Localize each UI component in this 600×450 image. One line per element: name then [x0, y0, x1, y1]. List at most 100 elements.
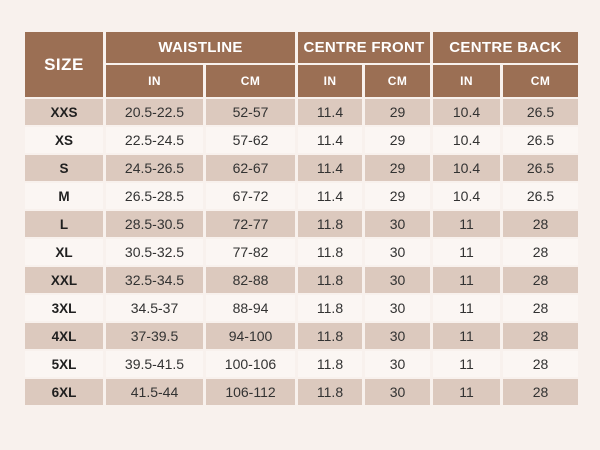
centre-front-in-value: 11.8	[295, 377, 365, 407]
centre-front-cm-value: 29	[361, 125, 434, 155]
centre-front-cm-value: 30	[361, 209, 434, 239]
centre-back-cm-value: 26.5	[500, 97, 582, 127]
waistline-cm-value: 72-77	[203, 209, 298, 239]
centre-back-in-value: 11	[430, 377, 504, 407]
unit-header-waistline-cm: CM	[203, 63, 298, 99]
table-body: XXS 20.5-22.5 52-57 11.4 29 10.4 26.5 XS…	[22, 97, 582, 407]
waistline-cm-value: 94-100	[203, 321, 298, 351]
centre-front-cm-value: 30	[361, 237, 434, 267]
waistline-cm-value: 88-94	[203, 293, 298, 323]
centre-front-cm-value: 30	[361, 265, 434, 295]
centre-front-cm-value: 30	[361, 349, 434, 379]
table-header: SIZE WAISTLINE CENTRE FRONT CENTRE BACK …	[22, 30, 582, 99]
waistline-in-value: 37-39.5	[103, 321, 206, 351]
waistline-cm-value: 67-72	[203, 181, 298, 211]
centre-back-cm-value: 28	[500, 321, 582, 351]
waistline-cm-value: 82-88	[203, 265, 298, 295]
centre-back-cm-value: 26.5	[500, 125, 582, 155]
size-label: 3XL	[22, 293, 106, 323]
size-label: XXL	[22, 265, 106, 295]
size-label: XXS	[22, 97, 106, 127]
centre-back-in-value: 11	[430, 321, 504, 351]
waistline-cm-value: 57-62	[203, 125, 298, 155]
size-label: M	[22, 181, 106, 211]
waistline-cm-value: 77-82	[203, 237, 298, 267]
size-label: XS	[22, 125, 106, 155]
centre-back-cm-value: 28	[500, 265, 582, 295]
header-row-units: IN CM IN CM IN CM	[24, 63, 582, 99]
centre-back-cm-value: 26.5	[500, 153, 582, 183]
centre-front-in-value: 11.4	[295, 153, 365, 183]
centre-back-in-value: 10.4	[430, 153, 504, 183]
centre-front-in-value: 11.8	[295, 321, 365, 351]
waistline-in-value: 41.5-44	[103, 377, 206, 407]
waistline-in-value: 22.5-24.5	[103, 125, 206, 155]
centre-back-cm-value: 28	[500, 349, 582, 379]
size-chart-table: SIZE WAISTLINE CENTRE FRONT CENTRE BACK …	[22, 30, 582, 407]
unit-header-waistline-in: IN	[103, 63, 206, 99]
centre-front-cm-value: 30	[361, 293, 434, 323]
centre-front-cm-value: 30	[361, 321, 434, 351]
table-row: XL 30.5-32.5 77-82 11.8 30 11 28	[22, 237, 582, 267]
centre-back-in-value: 11	[430, 209, 504, 239]
centre-front-in-value: 11.8	[295, 209, 365, 239]
table-row: 6XL 41.5-44 106-112 11.8 30 11 28	[22, 377, 582, 407]
unit-header-centre-back-in: IN	[430, 63, 504, 99]
centre-back-cm-value: 28	[500, 209, 582, 239]
size-label: 4XL	[22, 321, 106, 351]
centre-back-cm-value: 28	[500, 237, 582, 267]
table-row: XXS 20.5-22.5 52-57 11.4 29 10.4 26.5	[22, 97, 582, 127]
size-chart: SIZE WAISTLINE CENTRE FRONT CENTRE BACK …	[22, 30, 582, 407]
table-row: 3XL 34.5-37 88-94 11.8 30 11 28	[22, 293, 582, 323]
waistline-in-value: 26.5-28.5	[103, 181, 206, 211]
centre-back-in-value: 11	[430, 293, 504, 323]
centre-front-in-value: 11.8	[295, 237, 365, 267]
centre-front-cm-value: 29	[361, 153, 434, 183]
size-label: S	[22, 153, 106, 183]
centre-back-in-value: 11	[430, 265, 504, 295]
col-header-centre-front: CENTRE FRONT	[294, 30, 434, 65]
waistline-cm-value: 100-106	[203, 349, 298, 379]
centre-front-in-value: 11.8	[295, 265, 365, 295]
centre-back-in-value: 10.4	[430, 125, 504, 155]
waistline-cm-value: 52-57	[203, 97, 298, 127]
waistline-in-value: 20.5-22.5	[103, 97, 206, 127]
centre-front-in-value: 11.8	[295, 293, 365, 323]
table-row: XS 22.5-24.5 57-62 11.4 29 10.4 26.5	[22, 125, 582, 155]
size-label: XL	[22, 237, 106, 267]
centre-front-in-value: 11.8	[295, 349, 365, 379]
centre-front-in-value: 11.4	[295, 125, 365, 155]
waistline-in-value: 34.5-37	[103, 293, 206, 323]
centre-back-cm-value: 28	[500, 293, 582, 323]
centre-front-in-value: 11.4	[295, 97, 365, 127]
table-row: S 24.5-26.5 62-67 11.4 29 10.4 26.5	[22, 153, 582, 183]
centre-back-in-value: 10.4	[430, 181, 504, 211]
table-row: M 26.5-28.5 67-72 11.4 29 10.4 26.5	[22, 181, 582, 211]
waistline-in-value: 30.5-32.5	[103, 237, 206, 267]
centre-front-cm-value: 29	[361, 181, 434, 211]
centre-back-in-value: 11	[430, 349, 504, 379]
waistline-in-value: 39.5-41.5	[103, 349, 206, 379]
waistline-cm-value: 62-67	[203, 153, 298, 183]
table-row: L 28.5-30.5 72-77 11.8 30 11 28	[22, 209, 582, 239]
centre-back-cm-value: 28	[500, 377, 582, 407]
header-row-groups: SIZE WAISTLINE CENTRE FRONT CENTRE BACK	[22, 30, 582, 99]
centre-back-cm-value: 26.5	[500, 181, 582, 211]
centre-front-in-value: 11.4	[295, 181, 365, 211]
waistline-in-value: 28.5-30.5	[103, 209, 206, 239]
unit-header-centre-front-in: IN	[295, 63, 365, 99]
centre-back-in-value: 10.4	[430, 97, 504, 127]
col-header-waistline: WAISTLINE	[103, 30, 298, 65]
waistline-in-value: 32.5-34.5	[103, 265, 206, 295]
table-row: 4XL 37-39.5 94-100 11.8 30 11 28	[22, 321, 582, 351]
waistline-in-value: 24.5-26.5	[103, 153, 206, 183]
centre-front-cm-value: 29	[361, 97, 434, 127]
centre-back-in-value: 11	[430, 237, 504, 267]
col-header-centre-back: CENTRE BACK	[430, 30, 582, 65]
unit-header-centre-front-cm: CM	[361, 63, 434, 99]
table-row: 5XL 39.5-41.5 100-106 11.8 30 11 28	[22, 349, 582, 379]
centre-front-cm-value: 30	[361, 377, 434, 407]
size-label: L	[22, 209, 106, 239]
size-label: 6XL	[22, 377, 106, 407]
unit-header-centre-back-cm: CM	[500, 63, 582, 99]
